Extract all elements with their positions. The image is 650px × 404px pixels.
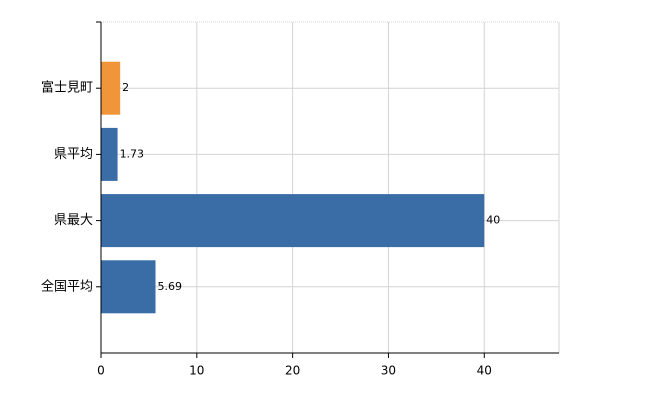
bar: [101, 61, 121, 115]
y-tick-label: 全国平均: [41, 278, 93, 294]
x-tick-label: 30: [381, 364, 396, 378]
bar: [101, 260, 156, 314]
x-tick-label: 40: [477, 364, 492, 378]
data-label: 40: [486, 214, 500, 227]
bar: [101, 127, 118, 181]
bar: [101, 194, 485, 248]
x-tick-label: 10: [189, 364, 204, 378]
x-tick-label: 0: [97, 364, 105, 378]
data-label: 1.73: [120, 147, 144, 160]
y-tick-label: 県平均: [54, 147, 93, 162]
data-label: 5.69: [158, 280, 183, 293]
data-label: 2: [122, 81, 129, 94]
y-tick-label: 県最大: [54, 213, 93, 228]
y-tick-label: 富士見町: [41, 80, 93, 96]
x-tick-label: 20: [285, 364, 300, 378]
